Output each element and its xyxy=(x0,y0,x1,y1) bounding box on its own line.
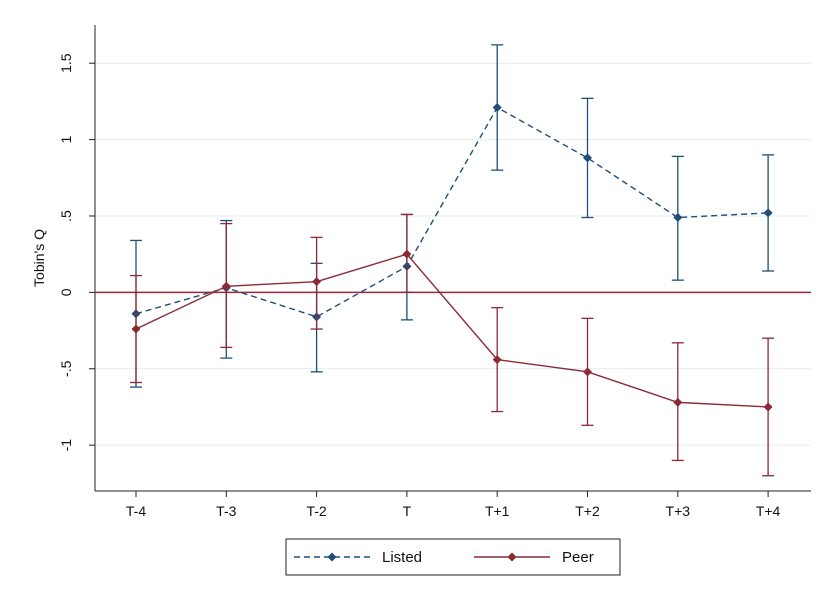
peer-point xyxy=(763,402,773,412)
x-tick-label: T xyxy=(403,503,412,519)
peer-point xyxy=(673,397,683,407)
x-tick-label: T-2 xyxy=(306,503,326,519)
peer-point xyxy=(131,324,141,334)
x-tick-label: T+4 xyxy=(756,503,781,519)
peer-point xyxy=(492,355,502,365)
peer-point xyxy=(312,277,322,287)
peer-series-line xyxy=(135,253,769,408)
x-tick-label: T+2 xyxy=(575,503,600,519)
legend-listed-marker xyxy=(327,552,337,562)
y-tick-label: -1 xyxy=(58,439,74,452)
series-layer xyxy=(95,44,811,477)
peer-point xyxy=(583,367,592,377)
legend-peer-label: Peer xyxy=(562,549,594,566)
y-tick-label: 0 xyxy=(58,288,74,296)
y-tick-label: 1 xyxy=(58,135,74,143)
x-tick-label: T-3 xyxy=(216,503,236,519)
y-axis-label: Tobin's Q xyxy=(31,229,47,287)
y-tick-label: -.5 xyxy=(58,360,74,377)
peer-point xyxy=(221,281,231,291)
listed-point xyxy=(583,153,592,163)
axes-layer: -1 -.5 0 .5 1 1.5 Tobin's Q T-4 T-3 T-2 T T+1 T+2 T+3… xyxy=(31,25,811,519)
peer-point xyxy=(402,249,412,259)
listed-point xyxy=(492,103,502,113)
y-tick-label: .5 xyxy=(58,210,74,222)
y-tick-label: 1.5 xyxy=(58,53,74,73)
x-tick-label: T-4 xyxy=(126,503,146,519)
x-tick-label: T+1 xyxy=(485,503,510,519)
x-tick-label: T+3 xyxy=(666,503,691,519)
legend: Listed Peer xyxy=(285,538,621,576)
legend-listed-label: Listed xyxy=(382,549,422,566)
listed-point xyxy=(763,208,773,218)
grid-layer xyxy=(95,62,811,446)
listed-point xyxy=(673,213,683,223)
listed-series-line xyxy=(135,106,769,318)
legend-peer-marker xyxy=(507,552,517,562)
legend-box xyxy=(285,538,621,576)
